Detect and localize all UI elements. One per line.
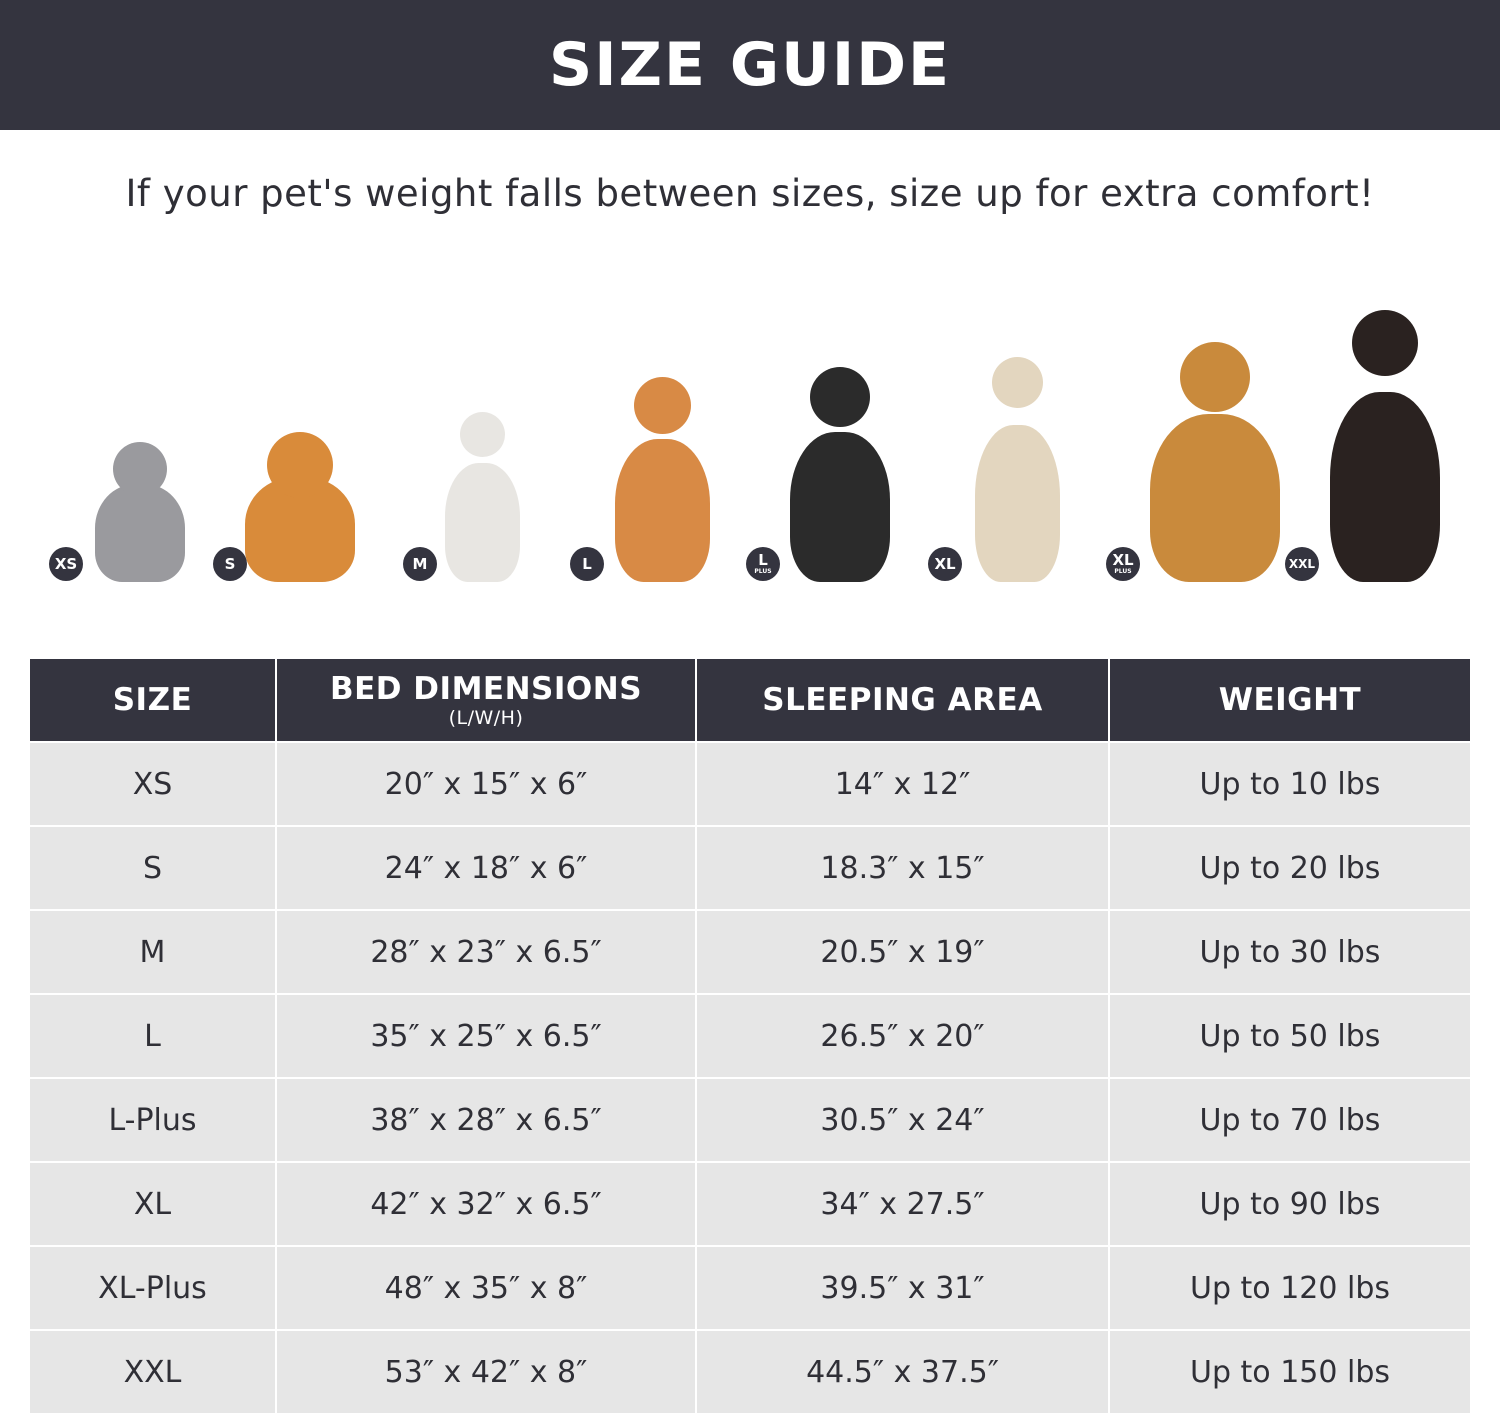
- cell-area: 30.5″ x 24″: [696, 1077, 1110, 1162]
- cell-weight: Up to 30 lbs: [1109, 909, 1470, 994]
- cell-weight: Up to 90 lbs: [1109, 1161, 1470, 1246]
- badge-label: XS: [54, 554, 78, 573]
- pet-photo-labrador: [975, 357, 1060, 582]
- size-badge: L: [570, 547, 604, 581]
- cell-area: 18.3″ x 15″: [696, 825, 1110, 910]
- cell-weight: Up to 20 lbs: [1109, 825, 1470, 910]
- badge-label: XL: [934, 554, 956, 573]
- header-weight: WEIGHT: [1109, 659, 1470, 742]
- cell-size: XXL: [30, 1329, 277, 1413]
- pet-photo-golden-retriever: [1150, 342, 1280, 582]
- cell-dimensions: 20″ x 15″ x 6″: [276, 741, 697, 826]
- table-row: S 24″ x 18″ x 6″ 18.3″ x 15″ Up to 20 lbs: [30, 825, 1470, 910]
- size-badge: XXL: [1285, 547, 1319, 581]
- cell-area: 26.5″ x 20″: [696, 993, 1110, 1078]
- header-dimensions-sub: (L/W/H): [448, 707, 524, 729]
- cell-size: XL-Plus: [30, 1245, 277, 1330]
- header-area: SLEEPING AREA: [696, 659, 1110, 742]
- size-badge: M: [403, 547, 437, 581]
- badge-label: M: [412, 554, 428, 573]
- cell-dimensions: 24″ x 18″ x 6″: [276, 825, 697, 910]
- cell-area: 14″ x 12″: [696, 741, 1110, 826]
- cell-dimensions: 53″ x 42″ x 8″: [276, 1329, 697, 1413]
- table-row: XXL 53″ x 42″ x 8″ 44.5″ x 37.5″ Up to 150 …: [30, 1329, 1470, 1413]
- badge-label: L: [582, 554, 592, 573]
- cell-weight: Up to 150 lbs: [1109, 1329, 1470, 1413]
- size-table: SIZE BED DIMENSIONS (L/W/H) SLEEPING AREA…: [30, 659, 1470, 1413]
- size-badge: L PLUS: [746, 547, 780, 581]
- table-row: XS 20″ x 15″ x 6″ 14″ x 12″ Up to 10 lbs: [30, 741, 1470, 826]
- cell-size: L-Plus: [30, 1077, 277, 1162]
- cell-dimensions: 48″ x 35″ x 8″: [276, 1245, 697, 1330]
- cell-weight: Up to 70 lbs: [1109, 1077, 1470, 1162]
- cell-dimensions: 28″ x 23″ x 6.5″: [276, 909, 697, 994]
- table-header-row: SIZE BED DIMENSIONS (L/W/H) SLEEPING AREA…: [30, 659, 1470, 742]
- size-badge: XL: [928, 547, 962, 581]
- badge-label: L: [758, 551, 768, 569]
- cell-dimensions: 38″ x 28″ x 6.5″: [276, 1077, 697, 1162]
- header-dimensions-label: BED DIMENSIONS: [329, 671, 643, 707]
- size-badge: XL PLUS: [1106, 547, 1140, 581]
- size-badge: S: [213, 547, 247, 581]
- cell-size: M: [30, 909, 277, 994]
- cell-weight: Up to 50 lbs: [1109, 993, 1470, 1078]
- header-dimensions: BED DIMENSIONS (L/W/H): [276, 659, 697, 742]
- cell-weight: Up to 120 lbs: [1109, 1245, 1470, 1330]
- title-banner: SIZE GUIDE: [0, 0, 1500, 130]
- badge-label: XL: [1112, 551, 1134, 569]
- pet-lineup: XS S M L L PLUS XL XL PLUS XXL: [0, 300, 1500, 600]
- table-row: L-Plus 38″ x 28″ x 6.5″ 30.5″ x 24″ Up to 7…: [30, 1077, 1470, 1162]
- subtitle: If your pet's weight falls between sizes…: [125, 172, 1375, 215]
- cell-area: 39.5″ x 31″: [696, 1245, 1110, 1330]
- cell-size: S: [30, 825, 277, 910]
- pet-photo-shiba-inu: [615, 377, 710, 582]
- header-size: SIZE: [30, 659, 277, 742]
- page-title: SIZE GUIDE: [548, 30, 951, 100]
- pet-photo-doberman: [1330, 310, 1440, 582]
- cell-area: 44.5″ x 37.5″: [696, 1329, 1110, 1413]
- cell-area: 34″ x 27.5″: [696, 1161, 1110, 1246]
- badge-sub-label: PLUS: [754, 568, 772, 575]
- pet-photo-border-collie: [790, 367, 890, 582]
- pet-photo-french-bulldog: [445, 412, 520, 582]
- table-row: XL 42″ x 32″ x 6.5″ 34″ x 27.5″ Up to 90 lb…: [30, 1161, 1470, 1246]
- cell-dimensions: 35″ x 25″ x 6.5″: [276, 993, 697, 1078]
- size-badge: XS: [49, 547, 83, 581]
- badge-label: S: [224, 554, 236, 573]
- cell-dimensions: 42″ x 32″ x 6.5″: [276, 1161, 697, 1246]
- badge-label: XXL: [1288, 557, 1316, 571]
- cell-weight: Up to 10 lbs: [1109, 741, 1470, 826]
- pet-photo-gray-cat: [95, 442, 185, 582]
- table-row: XL-Plus 48″ x 35″ x 8″ 39.5″ x 31″ Up to 12…: [30, 1245, 1470, 1330]
- table-row: L 35″ x 25″ x 6.5″ 26.5″ x 20″ Up to 50 lbs: [30, 993, 1470, 1078]
- cell-size: L: [30, 993, 277, 1078]
- cell-size: XS: [30, 741, 277, 826]
- table-row: M 28″ x 23″ x 6.5″ 20.5″ x 19″ Up to 30 lbs: [30, 909, 1470, 994]
- badge-sub-label: PLUS: [1114, 568, 1132, 575]
- cell-area: 20.5″ x 19″: [696, 909, 1110, 994]
- pet-photo-pomeranian: [245, 432, 355, 582]
- cell-size: XL: [30, 1161, 277, 1246]
